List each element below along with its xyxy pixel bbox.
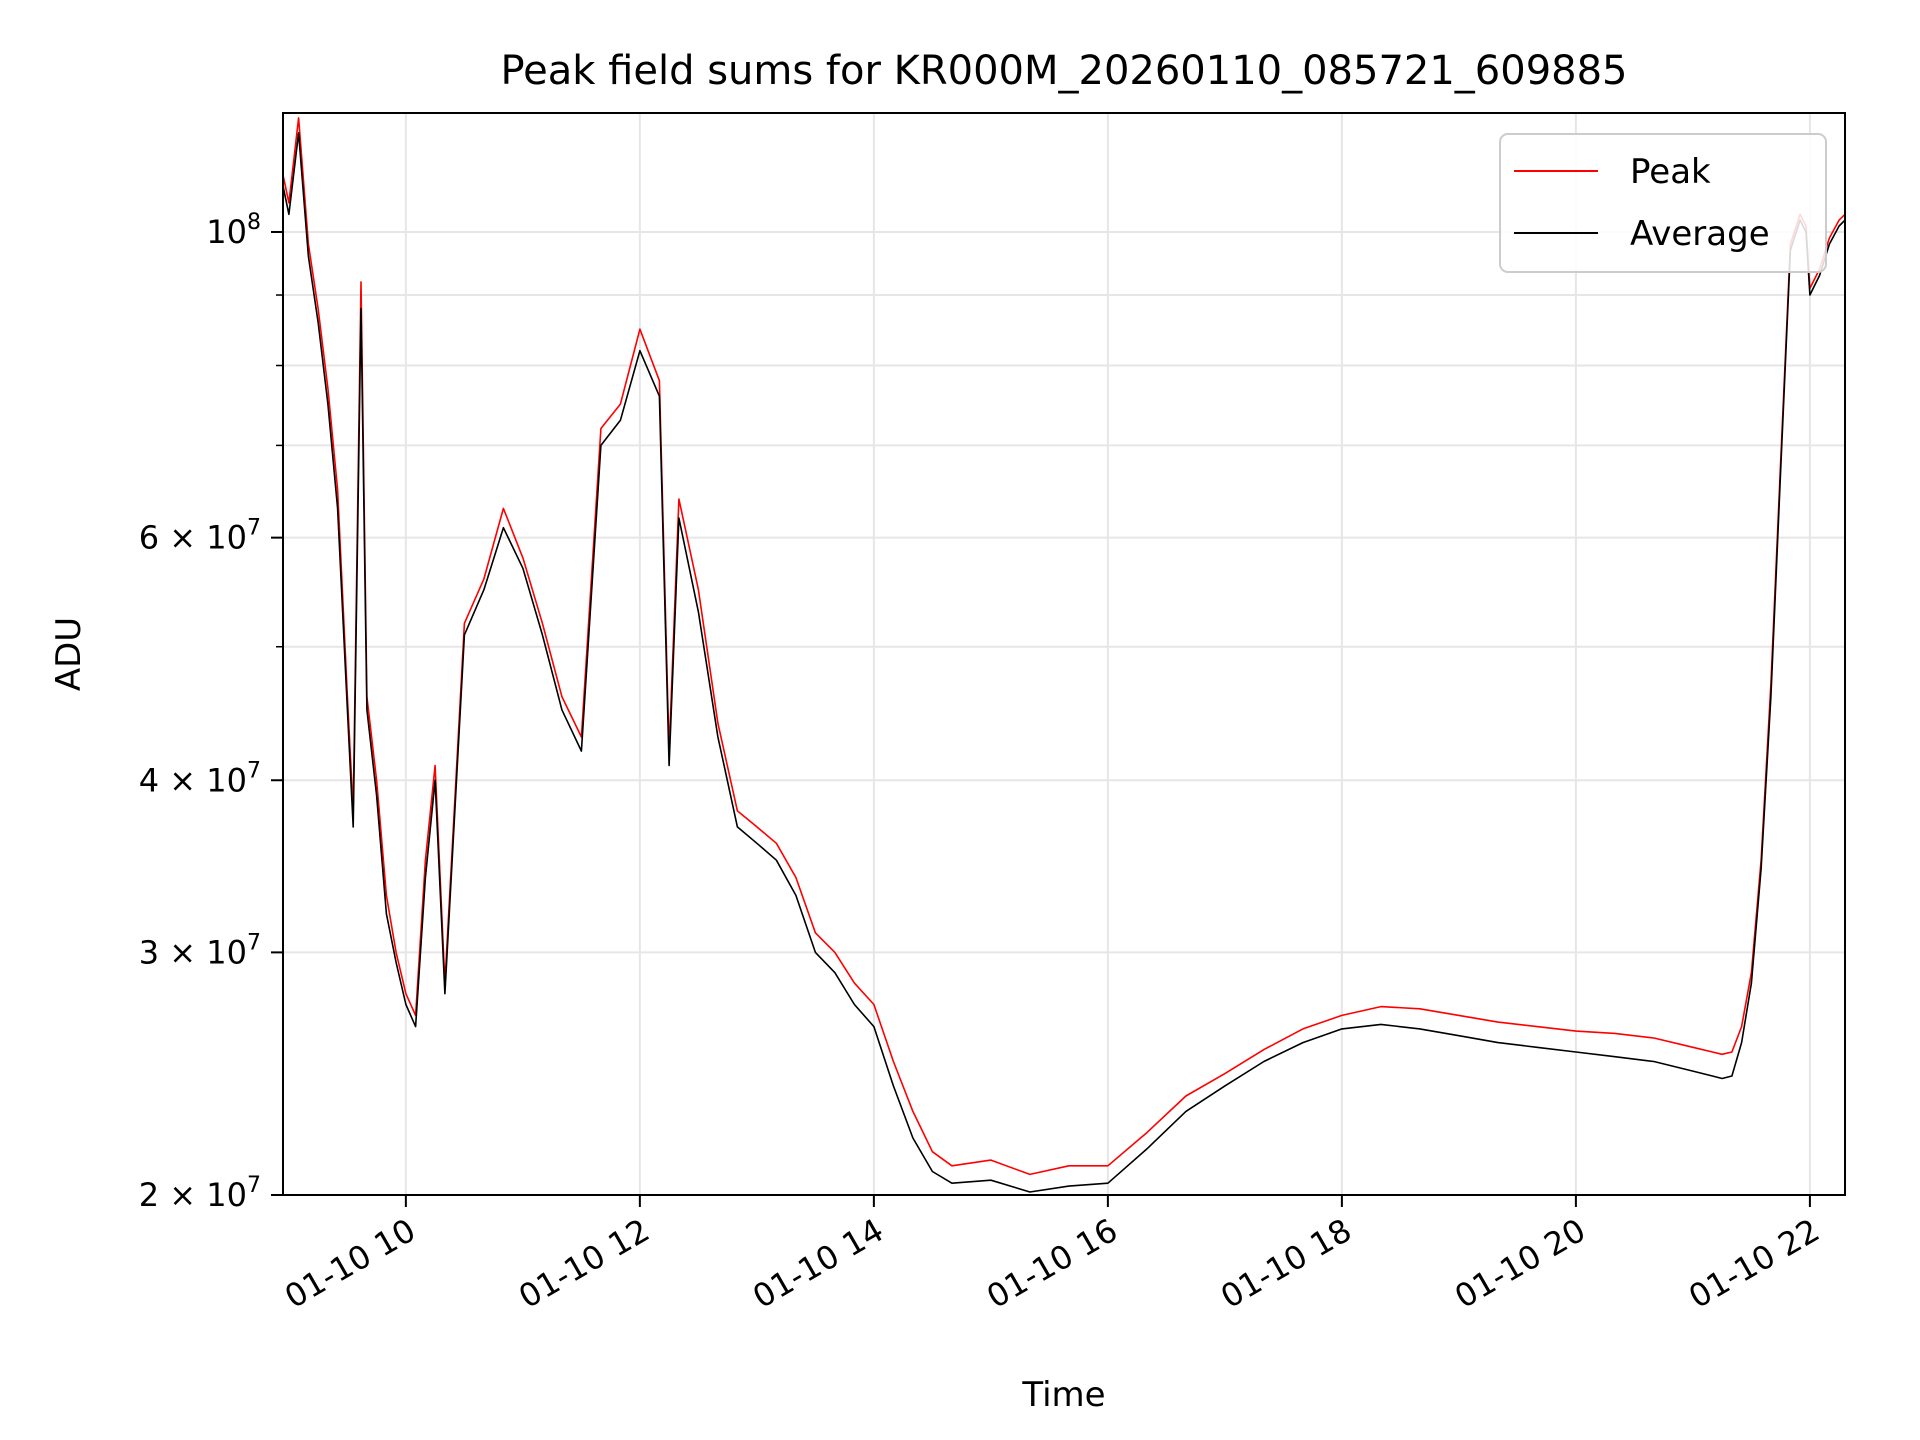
series-line-average — [283, 132, 1845, 1193]
y-tick-label-base: 2 × 10 — [139, 1176, 247, 1214]
x-axis-label: Time — [1021, 1375, 1105, 1415]
y-tick-label: 3 × 107 — [139, 930, 261, 971]
y-axis-label: ADU — [49, 617, 89, 691]
y-tick-label-exponent: 7 — [247, 930, 261, 955]
y-tick-label-base: 3 × 10 — [139, 933, 247, 971]
y-tick-label: 108 — [206, 210, 261, 251]
y-tick-label: 4 × 107 — [139, 758, 261, 799]
y-tick-label-exponent: 7 — [247, 516, 261, 541]
legend-label-peak: Peak — [1630, 152, 1711, 192]
y-tick-label-exponent: 7 — [247, 1173, 261, 1198]
legend: Peak Average — [1499, 133, 1827, 273]
series-line-peak — [283, 117, 1845, 1176]
legend-label-average: Average — [1630, 214, 1770, 254]
y-tick-label-exponent: 8 — [247, 210, 261, 235]
y-tick-label: 6 × 107 — [139, 516, 261, 557]
legend-box — [1499, 133, 1827, 273]
y-tick-label-base: 10 — [206, 213, 247, 251]
plot-frame — [282, 112, 1846, 1196]
grid — [283, 113, 1845, 1196]
y-tick-label: 2 × 107 — [139, 1173, 261, 1214]
series-layer — [283, 117, 1845, 1193]
y-tick-label-base: 4 × 10 — [139, 761, 247, 799]
y-tick-label-base: 6 × 10 — [139, 519, 247, 557]
y-tick-label-exponent: 7 — [247, 758, 261, 783]
chart-title: Peak field sums for KR000M_20260110_0857… — [500, 48, 1627, 94]
